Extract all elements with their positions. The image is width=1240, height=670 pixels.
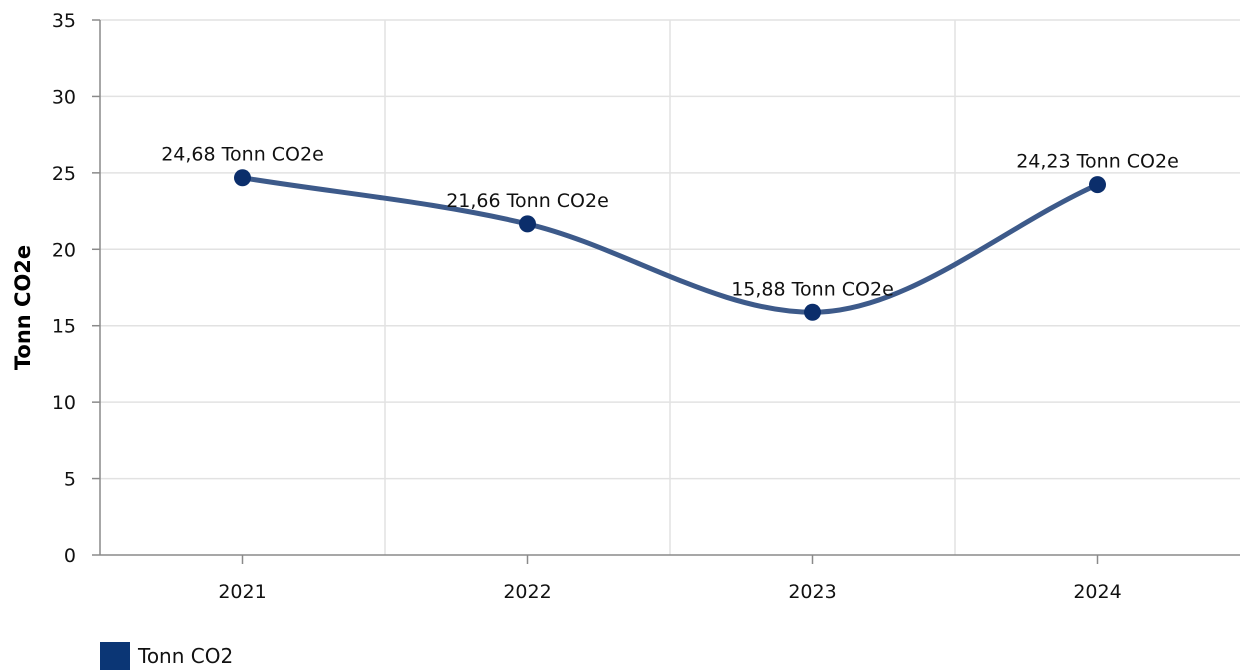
x-tick-label: 2024 [1073, 581, 1121, 603]
x-tick-label: 2023 [788, 581, 836, 603]
data-point[interactable] [234, 169, 251, 187]
data-label: 21,66 Tonn CO2e [446, 190, 609, 212]
grid-lines [100, 19, 1240, 555]
x-tick-label: 2022 [503, 581, 551, 603]
legend[interactable]: Tonn CO2 [100, 642, 233, 670]
y-tick-label: 30 [52, 86, 76, 108]
y-tick-label: 35 [52, 10, 76, 32]
y-tick-label: 20 [52, 239, 76, 261]
y-tick-label: 15 [52, 316, 76, 338]
series-line-group [234, 169, 1106, 321]
line-chart: 0 5 10 15 20 25 30 35 2021 2022 2023 2024 24,68 Ton… [11, 10, 1240, 603]
x-tick-label: 2021 [218, 581, 266, 603]
data-point[interactable] [519, 215, 536, 233]
data-label: 24,68 Tonn CO2e [161, 144, 324, 166]
y-tick-label: 10 [52, 392, 76, 414]
data-labels: 24,68 Tonn CO2e 21,66 Tonn CO2e 15,88 Tonn… [161, 144, 1179, 301]
y-tick-label: 0 [64, 545, 76, 567]
data-point[interactable] [1089, 176, 1106, 194]
series-line [240, 175, 1100, 315]
legend-swatch [100, 642, 130, 670]
axes: 0 5 10 15 20 25 30 35 2021 2022 2023 2024 [52, 10, 1240, 603]
y-tick-label: 5 [64, 469, 76, 491]
data-point[interactable] [804, 303, 821, 321]
data-label: 15,88 Tonn CO2e [731, 278, 894, 300]
y-tick-label: 25 [52, 163, 76, 185]
y-axis-title: Tonn CO2e [11, 245, 35, 370]
legend-label: Tonn CO2 [138, 644, 234, 668]
data-label: 24,23 Tonn CO2e [1016, 151, 1179, 173]
